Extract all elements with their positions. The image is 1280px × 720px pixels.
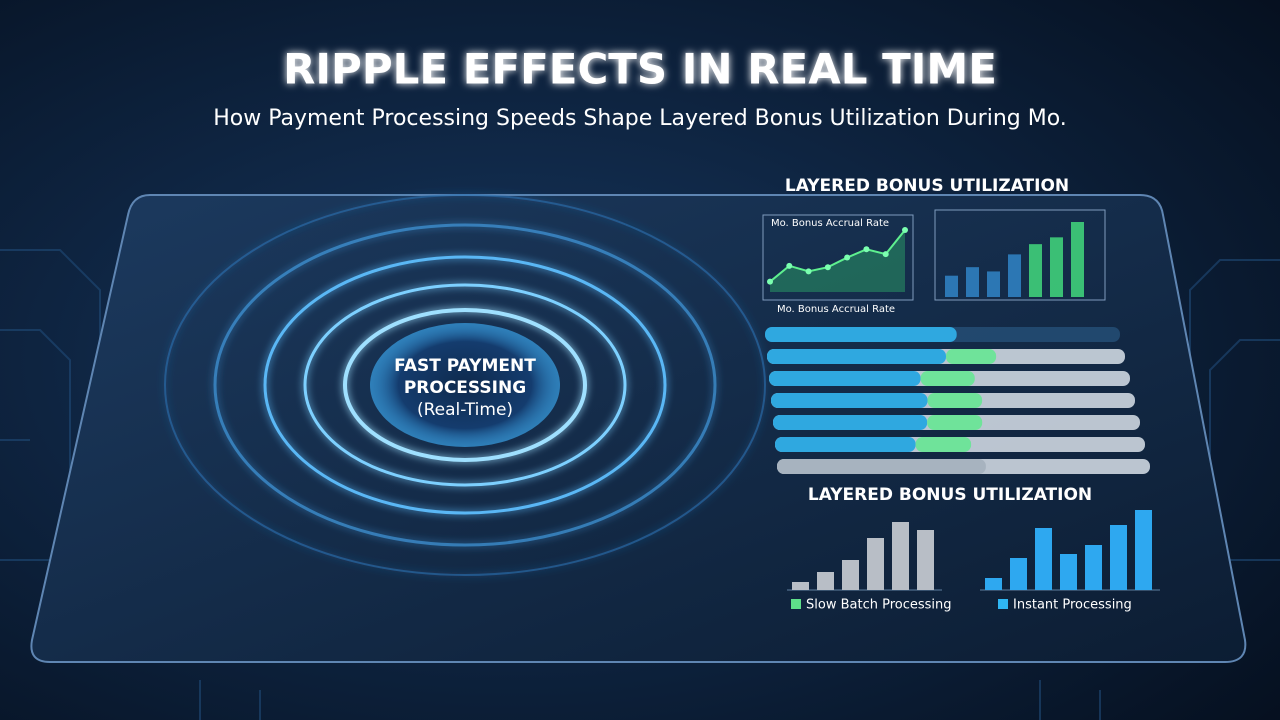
ripples <box>164 194 766 576</box>
center-line: PROCESSING <box>404 378 526 398</box>
line-point <box>824 264 831 271</box>
progress-green <box>920 371 975 386</box>
ripple-core <box>370 323 560 447</box>
bar <box>917 530 934 590</box>
bar <box>1029 244 1042 297</box>
progress-blue <box>773 415 928 430</box>
subtitle: How Payment Processing Speeds Shape Laye… <box>213 106 1067 131</box>
panel-title: LAYERED BONUS UTILIZATION <box>808 485 1092 505</box>
bar <box>966 267 979 297</box>
bar <box>1010 558 1027 590</box>
legend-swatch <box>791 599 801 609</box>
bar <box>1008 254 1021 297</box>
legend-label: Instant Processing <box>1013 598 1132 613</box>
progress-gray <box>777 459 986 474</box>
ripple-ring <box>303 283 627 487</box>
bar <box>842 560 859 590</box>
bar <box>1135 510 1152 590</box>
bar <box>892 522 909 590</box>
chart-label: Mo. Bonus Accrual Rate <box>771 218 889 229</box>
line-point <box>805 268 812 275</box>
bar <box>987 271 1000 297</box>
bar <box>817 572 834 590</box>
center-line: FAST PAYMENT <box>394 356 536 376</box>
center-line: (Real-Time) <box>417 400 513 420</box>
line-point <box>882 251 889 258</box>
progress-green <box>915 437 972 452</box>
progress-blue <box>775 437 916 452</box>
line-series <box>769 229 906 283</box>
progress-blue <box>771 393 928 408</box>
line-point <box>767 278 773 285</box>
bar <box>1071 222 1084 297</box>
ripple-ring <box>213 223 717 547</box>
progress-blue <box>765 327 957 342</box>
progress-green <box>927 393 983 408</box>
bar <box>1110 525 1127 590</box>
tablet <box>30 194 1247 663</box>
legend-swatch <box>998 599 1008 609</box>
ripple-ring <box>164 194 766 576</box>
title: RIPPLE EFFECTS IN REAL TIME <box>283 45 997 94</box>
line-point <box>863 246 870 253</box>
chart-label: Mo. Bonus Accrual Rate <box>777 304 895 315</box>
bar <box>792 582 809 590</box>
line-area <box>770 230 905 292</box>
line-point <box>902 227 908 233</box>
line-point <box>844 254 851 261</box>
progress-blue <box>767 349 946 364</box>
bar <box>985 578 1002 590</box>
progress-green <box>927 415 983 430</box>
ripple-ring <box>263 255 667 515</box>
ripple-ring <box>343 308 587 462</box>
bar <box>1035 528 1052 590</box>
bar <box>1050 237 1063 297</box>
chart-frame <box>934 209 1106 301</box>
panel-title: LAYERED BONUS UTILIZATION <box>785 176 1069 196</box>
legend-label: Slow Batch Processing <box>806 598 952 613</box>
bar <box>867 538 884 590</box>
progress-green <box>946 349 997 364</box>
progress-blue <box>769 371 921 386</box>
line-point <box>786 262 793 269</box>
bar <box>945 275 958 297</box>
chart-frame <box>762 214 914 301</box>
bar <box>1060 554 1077 590</box>
bar <box>1085 545 1102 590</box>
